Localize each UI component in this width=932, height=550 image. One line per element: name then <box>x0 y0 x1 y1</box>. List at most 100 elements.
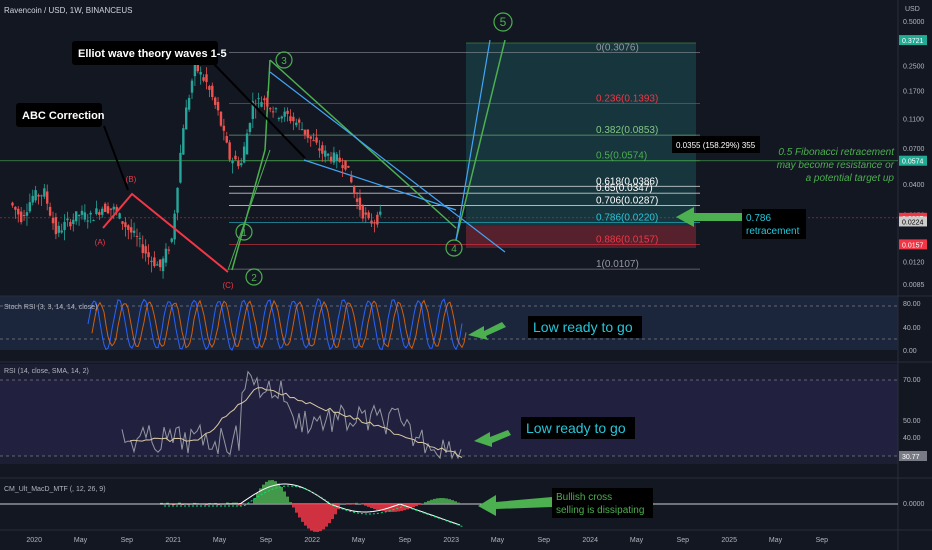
price-tick: 0.0400 <box>903 182 925 189</box>
price-tick: 0.1100 <box>903 117 924 124</box>
macd-bar <box>289 502 292 504</box>
candle <box>31 195 34 203</box>
macd-bar <box>334 504 337 515</box>
macd-bar <box>370 504 373 508</box>
candle <box>37 194 40 197</box>
candle <box>196 62 200 72</box>
macd-note-line-2: selling is dissipating <box>556 505 644 516</box>
candle <box>347 165 350 168</box>
wave-circle <box>245 268 263 286</box>
candle <box>179 152 182 183</box>
candle <box>344 160 347 170</box>
abc-path <box>102 192 229 273</box>
rsi-ma-line <box>129 387 463 458</box>
time-label: May <box>630 537 644 544</box>
price-tag: 0.0157 <box>902 242 924 249</box>
macd-arrow <box>478 495 552 516</box>
time-label: Sep <box>677 537 690 544</box>
macd-bar <box>307 504 310 529</box>
candle <box>367 212 370 219</box>
candle <box>257 98 260 100</box>
wave-label: 5 <box>500 15 507 29</box>
macd-bar <box>250 503 253 504</box>
wave-label: 1 <box>241 228 247 239</box>
macd-bar <box>382 504 385 512</box>
macd-bar <box>205 504 208 506</box>
candle <box>303 129 307 135</box>
macd-note-box <box>552 488 653 518</box>
candle <box>121 221 124 224</box>
candle <box>48 206 52 216</box>
candle <box>335 154 339 161</box>
candle <box>72 219 75 224</box>
trend-line <box>455 39 491 241</box>
abc-label: (B) <box>126 175 137 184</box>
candle <box>370 220 373 224</box>
fib-label: 0.886(0.0157) <box>596 234 658 245</box>
price-candles <box>11 57 382 279</box>
macd-bar <box>232 502 235 504</box>
macd-bar <box>400 504 403 511</box>
macd-bar <box>415 504 418 507</box>
macd-bar <box>430 499 433 504</box>
macd-bar <box>256 493 259 504</box>
candle <box>22 215 26 217</box>
macd-bar <box>451 500 454 504</box>
macd-bar <box>376 504 379 510</box>
fib-note-line-1: 0.5 Fibonacci retracement <box>778 147 895 158</box>
candle <box>19 211 23 223</box>
time-label: 2024 <box>582 537 598 544</box>
candle <box>373 222 376 224</box>
macd-bar <box>172 504 175 506</box>
candle <box>283 111 286 117</box>
stoch-note: Low ready to go <box>533 319 633 335</box>
macd-bar <box>253 498 256 504</box>
price-tick: 0.0120 <box>903 260 925 267</box>
candle <box>237 161 240 167</box>
rsi-tick: 40.00 <box>903 435 921 442</box>
fib-label: 0.786(0.0220) <box>596 213 658 224</box>
macd-bar <box>343 503 346 504</box>
elliot-callout: Elliot wave theory waves 1-5 <box>78 48 227 60</box>
macd-bar <box>403 504 406 511</box>
macd-bar <box>379 504 382 511</box>
macd-bar <box>439 498 442 504</box>
candle <box>158 259 162 268</box>
macd-bar <box>385 504 388 512</box>
time-label: 2020 <box>26 537 42 544</box>
rsi-arrow <box>474 430 511 447</box>
candle <box>274 108 278 110</box>
price-tag: 0.0574 <box>902 159 924 166</box>
macd-bar <box>394 504 397 512</box>
candle <box>269 108 272 110</box>
time-label: 2022 <box>304 537 320 544</box>
candle <box>271 111 275 113</box>
macd-bar <box>247 503 250 504</box>
candle <box>135 235 139 237</box>
retracement-arrow <box>676 207 742 227</box>
time-label: 2021 <box>165 537 181 544</box>
candle <box>51 217 55 224</box>
macd-bar <box>436 498 439 504</box>
candle <box>74 211 78 222</box>
macd-bar <box>412 504 415 508</box>
candle <box>219 111 223 126</box>
candle <box>289 116 292 122</box>
rsi-note-box <box>521 417 635 439</box>
candle <box>277 118 281 120</box>
wave-label: 2 <box>251 273 257 284</box>
candle <box>156 264 159 266</box>
candle <box>95 208 98 215</box>
candle <box>176 187 179 213</box>
candle <box>193 60 197 77</box>
measure-label: 0.0355 (158.29%) 355 <box>676 141 756 150</box>
candle <box>376 214 379 225</box>
fib-label: 0.65(0.0347) <box>596 183 653 194</box>
candle <box>329 156 333 162</box>
candle <box>103 203 107 213</box>
candle <box>202 77 205 81</box>
candle <box>222 125 226 131</box>
time-label: May <box>352 537 366 544</box>
macd-bar <box>319 504 322 532</box>
